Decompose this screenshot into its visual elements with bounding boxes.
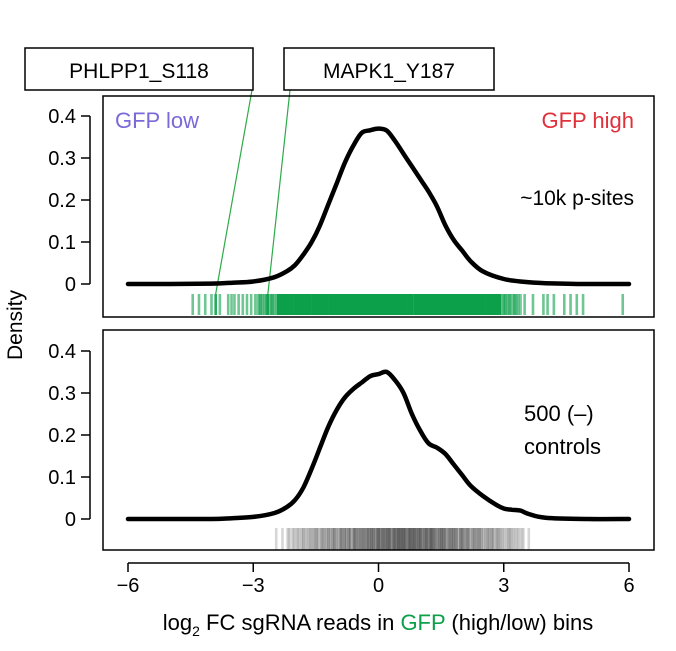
controls-annotation-line-2: controls (524, 434, 601, 459)
callout-connectors (214, 89, 291, 315)
x-tick-label: 3 (498, 575, 509, 597)
y-tick-label: 0.2 (48, 190, 76, 212)
x-label-suffix: (high/low) bins (445, 610, 593, 635)
x-label-subscript: 2 (192, 623, 200, 639)
y-tick-label: 0.1 (48, 232, 76, 254)
gfp-low-label: GFP low (115, 108, 199, 133)
y-axis-bottom: 0 0.1 0.2 0.3 0.4 (48, 341, 91, 531)
x-label-middle: FC sgRNA reads in (200, 610, 401, 635)
x-label-gfp: GFP (400, 610, 445, 635)
callout-mapk1: MAPK1_Y187 (283, 47, 495, 91)
x-tick-label: −3 (242, 575, 265, 597)
x-tick-label: 6 (623, 575, 634, 597)
controls-annotation-line-1: 500 (–) (524, 401, 594, 426)
x-tick-label: −6 (117, 575, 140, 597)
rug-marks-top (191, 294, 625, 315)
callout-box-mapk1 (283, 47, 495, 91)
x-label-log: log (163, 610, 192, 635)
rug-marks-bottom (274, 528, 531, 550)
panel-frame-top (102, 95, 655, 318)
y-tick-label: 0 (65, 274, 76, 296)
callout-label-phlpp1: PHLPP1_S118 (69, 60, 209, 83)
x-axis: −6 −3 0 3 6 (117, 562, 635, 597)
y-tick-label: 0.2 (48, 425, 76, 447)
callout-label-mapk1: MAPK1_Y187 (323, 60, 455, 83)
y-axis-top: 0 0.1 0.2 0.3 0.4 (48, 106, 91, 296)
y-tick-label: 0.3 (48, 148, 76, 170)
panel-frame-bottom (102, 329, 655, 551)
density-curve-controls (125, 369, 632, 522)
y-tick-label: 0.1 (48, 467, 76, 489)
x-tick-label: 0 (373, 575, 384, 597)
callout-line (267, 89, 291, 295)
y-tick-label: 0 (65, 509, 76, 531)
p-sites-annotation: ~10k p-sites (520, 187, 634, 210)
y-tick-label: 0.3 (48, 383, 76, 405)
callout-line (215, 89, 253, 295)
callout-box-phlpp1 (24, 47, 254, 91)
y-tick-label: 0.4 (48, 341, 76, 363)
x-axis-label: log2 FC sgRNA reads in GFP (high/low) bi… (163, 610, 593, 639)
y-tick-label: 0.4 (48, 106, 76, 128)
gfp-high-label: GFP high (541, 108, 634, 133)
y-axis-label: Density (4, 289, 27, 360)
callout-phlpp1: PHLPP1_S118 (24, 47, 254, 91)
density-curve-p-sites (125, 126, 632, 287)
